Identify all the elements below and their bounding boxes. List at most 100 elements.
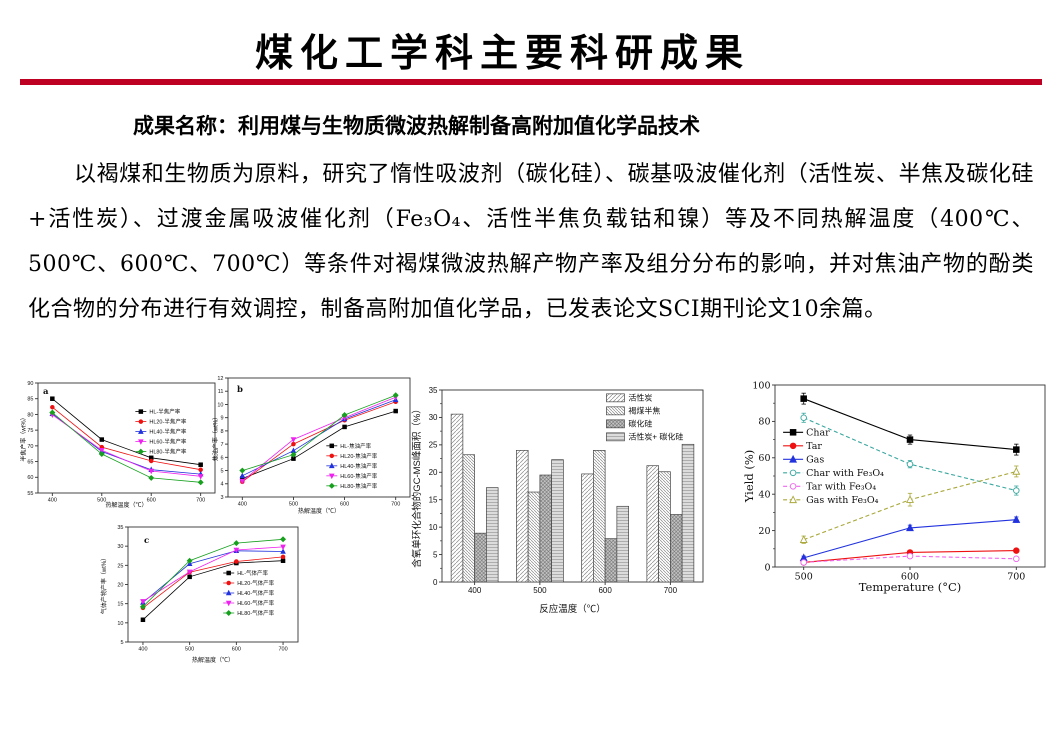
svg-text:700: 700 <box>278 647 287 653</box>
svg-text:HL80-半焦产率: HL80-半焦产率 <box>149 448 186 456</box>
svg-text:20: 20 <box>429 468 438 477</box>
svg-text:b: b <box>237 385 243 395</box>
chart-tar-yield: 3 4 5 6 7 8 9 10 11 12 热解温度（℃） 焦油产率（wt%） b 400 500 600 7… <box>212 376 411 515</box>
svg-text:65: 65 <box>27 459 33 465</box>
svg-text:热解温度（℃）: 热解温度（℃） <box>298 507 340 515</box>
svg-text:30: 30 <box>429 413 438 422</box>
svg-text:半焦产率（wt%）: 半焦产率（wt%） <box>20 414 28 461</box>
svg-text:60: 60 <box>758 453 770 464</box>
svg-text:600: 600 <box>901 572 919 583</box>
svg-text:HL80-气体产率: HL80-气体产率 <box>237 609 274 617</box>
svg-text:a: a <box>43 387 49 397</box>
svg-text:15: 15 <box>117 602 123 608</box>
svg-text:Char: Char <box>806 428 830 439</box>
svg-text:10: 10 <box>117 621 123 627</box>
svg-text:0: 0 <box>433 578 438 587</box>
svg-text:HL20-焦油产率: HL20-焦油产率 <box>340 452 377 460</box>
svg-text:400: 400 <box>468 586 482 595</box>
svg-text:700: 700 <box>391 502 400 508</box>
svg-text:反应温度（℃）: 反应温度（℃） <box>539 603 606 615</box>
svg-text:活性炭: 活性炭 <box>628 393 652 403</box>
svg-text:600: 600 <box>340 502 349 508</box>
chart-semicoke-yield: 55 60 65 70 75 80 85 90 热解温度（℃） 半焦产率（wt%） a 400 500 6… <box>20 381 216 509</box>
svg-text:400: 400 <box>48 498 57 504</box>
svg-text:HL60-半焦产率: HL60-半焦产率 <box>149 438 186 446</box>
svg-text:60: 60 <box>27 475 33 481</box>
svg-text:700: 700 <box>664 586 678 595</box>
svg-text:100: 100 <box>752 380 770 391</box>
svg-text:Temperature (°C): Temperature (°C) <box>859 580 962 594</box>
svg-text:10: 10 <box>217 402 223 408</box>
svg-text:10: 10 <box>429 523 438 532</box>
svg-text:HL60-气体产率: HL60-气体产率 <box>237 599 274 607</box>
svg-text:25: 25 <box>429 441 438 450</box>
description-paragraph: 以褐煤和生物质为原料，研究了惰性吸波剂（碳化硅）、碳基吸波催化剂（活性炭、半焦及… <box>28 162 1034 322</box>
svg-text:400: 400 <box>138 647 147 653</box>
svg-text:12: 12 <box>217 376 223 382</box>
svg-text:500: 500 <box>795 572 813 583</box>
chart-yield-temperature: 0 20 40 60 80 100 Temperature (°C) Yield (%) 500… <box>742 380 1046 594</box>
svg-text:HL40-半焦产率: HL40-半焦产率 <box>149 428 186 436</box>
svg-text:11: 11 <box>218 389 224 395</box>
svg-text:褐煤半焦: 褐煤半焦 <box>628 406 660 416</box>
svg-text:25: 25 <box>117 563 123 569</box>
svg-text:40: 40 <box>758 490 770 501</box>
svg-text:7: 7 <box>220 442 223 448</box>
svg-text:Tar: Tar <box>806 441 822 452</box>
svg-text:Gas: Gas <box>806 455 824 466</box>
svg-text:c: c <box>144 536 149 546</box>
svg-text:400: 400 <box>238 502 247 508</box>
svg-text:4: 4 <box>220 482 223 488</box>
svg-text:600: 600 <box>598 586 612 595</box>
achievement-subtitle: 成果名称：利用煤与生物质微波热解制备高附加值化学品技术 <box>133 115 700 138</box>
svg-text:Gas with Fe₃O₄: Gas with Fe₃O₄ <box>806 495 879 506</box>
svg-text:气体产物产率（wt%）: 气体产物产率（wt%） <box>100 555 108 614</box>
svg-text:500: 500 <box>185 647 194 653</box>
svg-text:75: 75 <box>27 428 33 434</box>
svg-text:活性炭+ 碳化硅: 活性炭+ 碳化硅 <box>628 432 683 442</box>
chart-gas-yield: 5 10 15 20 25 30 35 热解温度（℃） 气体产物产率（wt%） c 400 500 60… <box>100 525 299 664</box>
svg-text:HL20-气体产率: HL20-气体产率 <box>237 579 274 587</box>
svg-text:6: 6 <box>220 455 223 461</box>
svg-text:HL-半焦产率: HL-半焦产率 <box>149 408 180 416</box>
svg-text:HL40-气体产率: HL40-气体产率 <box>237 589 274 597</box>
slide-title: 煤化工学科主要科研成果 <box>254 33 750 75</box>
svg-text:85: 85 <box>27 397 33 403</box>
svg-text:15: 15 <box>429 496 438 505</box>
svg-text:600: 600 <box>232 647 241 653</box>
svg-text:Tar with Fe₃O₄: Tar with Fe₃O₄ <box>806 482 876 493</box>
svg-text:500: 500 <box>97 498 106 504</box>
svg-text:HL80-焦油产率: HL80-焦油产率 <box>340 482 377 490</box>
svg-text:8: 8 <box>220 429 223 435</box>
svg-text:焦油产率（wt%）: 焦油产率（wt%） <box>212 414 220 461</box>
svg-text:600: 600 <box>147 498 156 504</box>
svg-text:HL-焦油产率: HL-焦油产率 <box>340 442 371 450</box>
title-divider <box>20 79 1042 85</box>
svg-text:70: 70 <box>27 444 33 450</box>
chart-gcms-bar: 0 5 10 15 20 25 30 35 反应温度（℃） 含氧单环化合物的GC-MS峰面积（%）… <box>411 386 704 615</box>
svg-text:含氧单环化合物的GC-MS峰面积（%）: 含氧单环化合物的GC-MS峰面积（%） <box>411 404 423 568</box>
svg-text:5: 5 <box>433 550 438 559</box>
svg-text:20: 20 <box>117 582 123 588</box>
svg-text:HL-气体产率: HL-气体产率 <box>237 569 268 577</box>
svg-text:Yield (%): Yield (%) <box>742 450 756 503</box>
svg-text:20: 20 <box>758 526 770 537</box>
svg-text:55: 55 <box>27 491 33 497</box>
svg-text:HL60-焦油产率: HL60-焦油产率 <box>340 472 377 480</box>
svg-text:35: 35 <box>429 386 438 395</box>
svg-text:Char with Fe₃O₄: Char with Fe₃O₄ <box>806 468 884 479</box>
svg-text:HL40-焦油产率: HL40-焦油产率 <box>340 462 377 470</box>
svg-text:3: 3 <box>220 495 223 501</box>
svg-text:30: 30 <box>117 544 123 550</box>
svg-text:0: 0 <box>764 562 770 573</box>
svg-text:80: 80 <box>27 412 33 418</box>
svg-text:9: 9 <box>220 416 223 422</box>
svg-text:热解温度（℃）: 热解温度（℃） <box>192 656 234 664</box>
svg-text:500: 500 <box>289 502 298 508</box>
svg-text:700: 700 <box>196 498 205 504</box>
svg-text:碳化硅: 碳化硅 <box>628 419 652 429</box>
svg-text:35: 35 <box>117 525 123 531</box>
svg-text:80: 80 <box>758 417 770 428</box>
svg-text:500: 500 <box>533 586 547 595</box>
